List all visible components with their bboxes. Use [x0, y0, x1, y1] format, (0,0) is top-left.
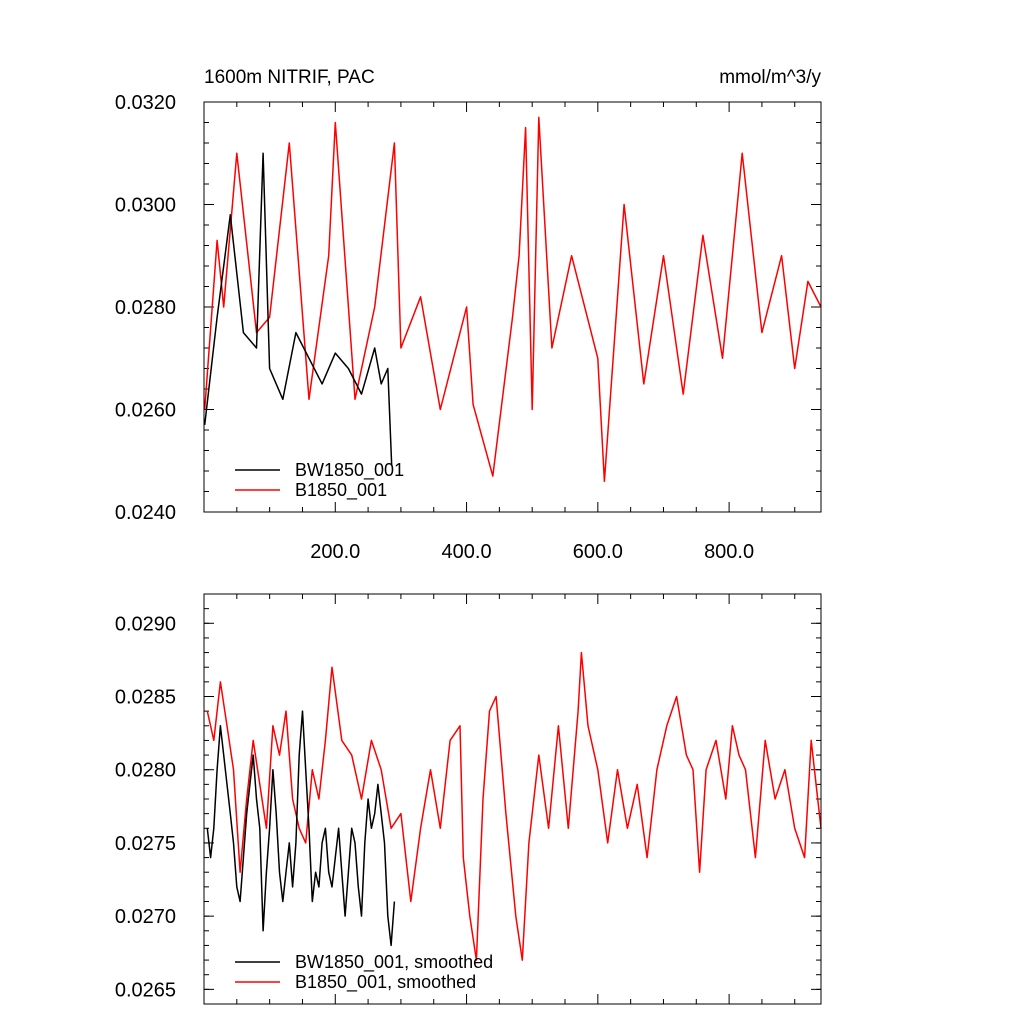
y-tick-label: 0.0265: [115, 979, 176, 1001]
legend-label-bw1850-smoothed: BW1850_001, smoothed: [295, 952, 493, 973]
y-tick-label: 0.0260: [115, 400, 176, 422]
x-tick-label: 800.0: [704, 541, 754, 563]
top-panel-title: 1600m NITRIF, PAC: [204, 67, 375, 88]
series-line-b1850-001-smoothed: [206, 651, 822, 961]
series-line-bw1850-001: [203, 152, 393, 466]
top-panel-frame: [203, 101, 822, 513]
series-line-bw1850-001-smoothed: [206, 710, 396, 947]
y-tick-label: 0.0240: [115, 502, 176, 524]
legend-label-b1850: B1850_001: [295, 480, 387, 501]
y-tick-label: 0.0280: [115, 760, 176, 782]
y-tick-label: 0.0275: [115, 833, 176, 855]
x-tick-label: 400.0: [442, 541, 492, 563]
bottom-panel-frame: [203, 593, 822, 1005]
x-tick-label: 200.0: [310, 541, 360, 563]
y-tick-label: 0.0280: [115, 297, 176, 319]
y-tick-label: 0.0285: [115, 687, 176, 709]
bottom-panel-legend: BW1850_001, smoothed B1850_001, smoothed: [235, 952, 493, 993]
bottom-panel-tick-labels: 0.0265 0.0270 0.0275 0.0280 0.0285 0.0290: [115, 613, 176, 1001]
y-tick-label: 0.0320: [115, 92, 176, 114]
legend-label-bw1850: BW1850_001: [295, 460, 404, 481]
series-line-b1850-001: [203, 116, 822, 483]
y-tick-label: 0.0290: [115, 613, 176, 635]
bottom-panel-series: [206, 651, 822, 961]
top-panel-units: mmol/m^3/y: [719, 67, 821, 88]
x-tick-label: 600.0: [573, 541, 623, 563]
top-panel-legend: BW1850_001 B1850_001: [235, 460, 404, 501]
bottom-panel-ticks: [204, 593, 821, 1005]
y-tick-label: 0.0270: [115, 906, 176, 928]
top-panel: 1600m NITRIF, PAC mmol/m^3/y 200.0 400.0 6…: [115, 67, 822, 563]
top-panel-series: [203, 116, 822, 483]
bottom-panel: 0.0265 0.0270 0.0275 0.0280 0.0285 0.0290 BW1…: [115, 593, 822, 1005]
top-panel-ticks: [204, 101, 821, 513]
legend-label-b1850-smoothed: B1850_001, smoothed: [295, 972, 476, 993]
top-panel-tick-labels: 200.0 400.0 600.0 800.0 0.0240 0.0260 0.0280 0.…: [115, 92, 754, 563]
y-tick-label: 0.0300: [115, 195, 176, 217]
